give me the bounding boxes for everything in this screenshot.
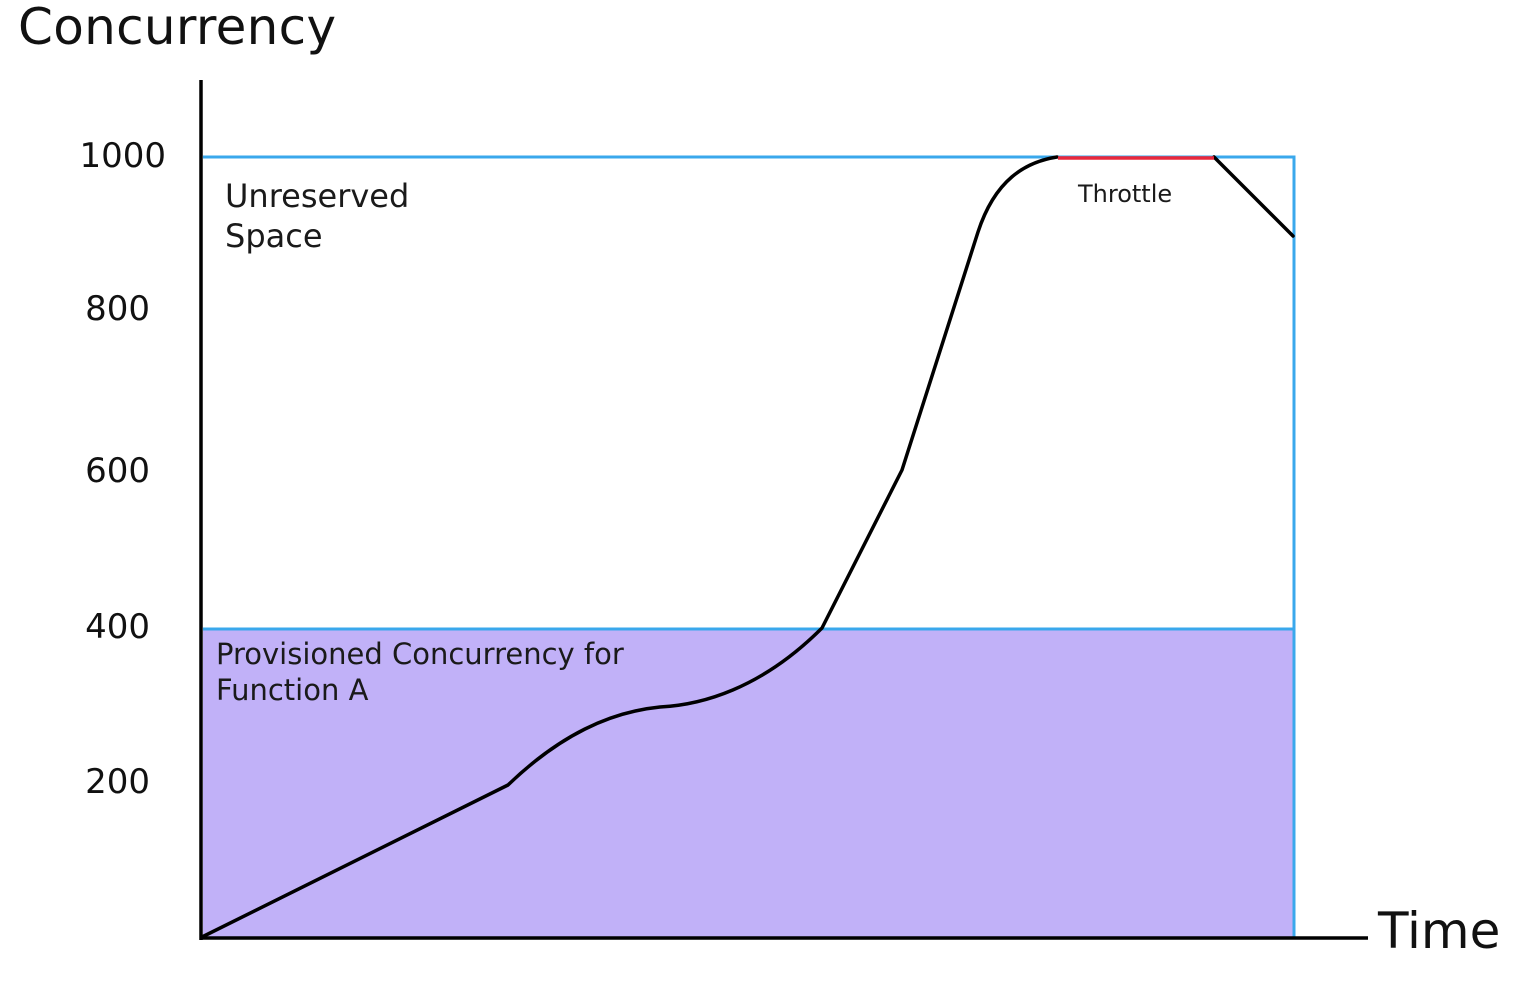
y-tick-800: 800 <box>85 289 150 329</box>
limit-box <box>203 155 1296 937</box>
concurrency-curve <box>200 155 1295 939</box>
throttle-annotation: Throttle <box>1078 180 1173 208</box>
y-tick-600: 600 <box>85 451 150 491</box>
unreserved-space-label: Unreserved Space <box>225 177 410 255</box>
y-tick-400: 400 <box>85 607 150 647</box>
x-axis-title: Time <box>1378 902 1501 960</box>
y-tick-200: 200 <box>85 762 150 802</box>
y-axis-title: Concurrency <box>18 0 337 56</box>
y-tick-1000: 1000 <box>79 136 166 176</box>
provisioned-concurrency-label: Provisioned Concurrency for Function A <box>216 637 624 707</box>
